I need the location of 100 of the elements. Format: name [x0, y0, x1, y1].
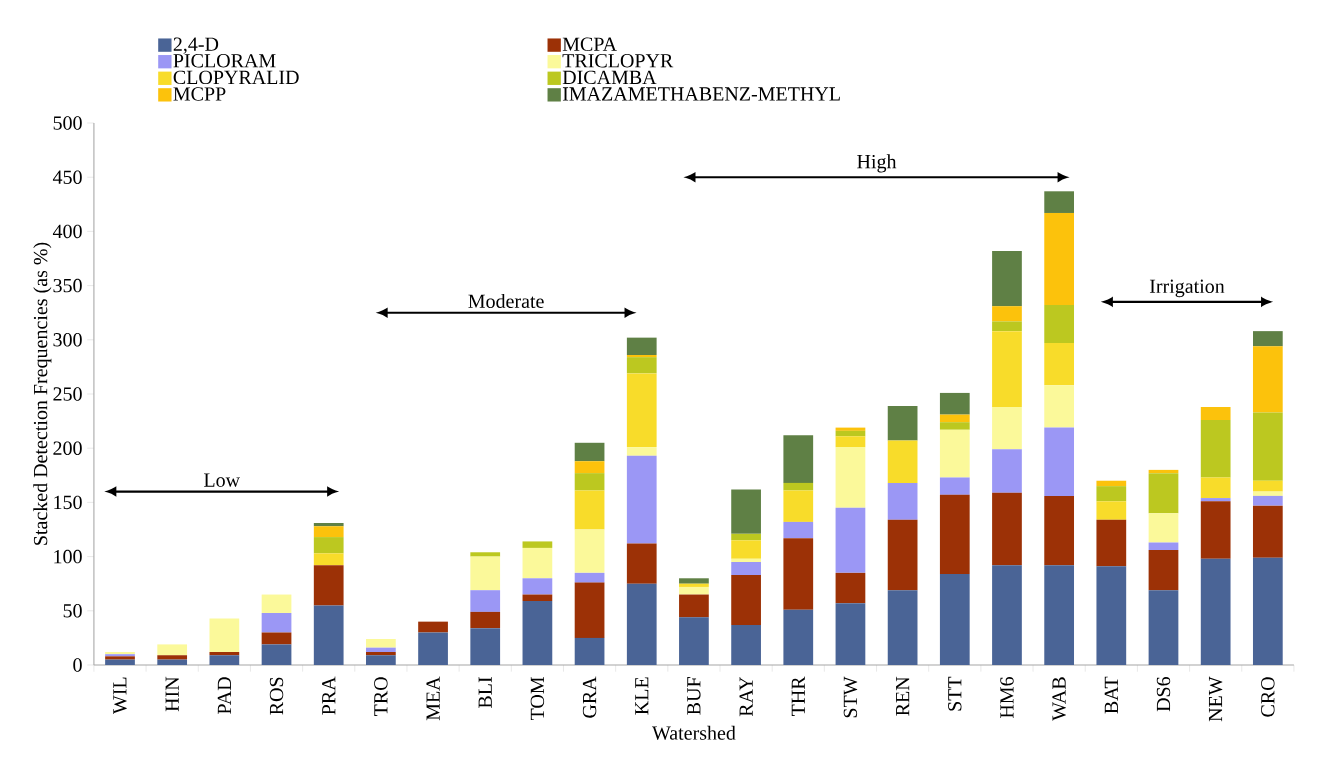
x-tick-label: BUF: [687, 677, 701, 715]
x-tick-label: RAY: [739, 676, 753, 717]
bar: [1252, 412, 1283, 481]
bar: [522, 594, 553, 602]
bar: [574, 490, 605, 530]
bar: [992, 331, 1022, 408]
bar: [313, 526, 344, 538]
legend-label: CLOPYRALID: [173, 70, 299, 85]
x-tick-label: PAD: [217, 677, 231, 714]
bar: [992, 407, 1022, 450]
bar: [626, 354, 657, 358]
bar: [261, 632, 292, 645]
bar: [105, 659, 135, 665]
legend-label: IMAZAMETHABENZ-METHYL: [562, 87, 840, 101]
bar: [1148, 590, 1179, 665]
bar: [366, 655, 396, 665]
bar: [783, 490, 814, 522]
bar: [1096, 480, 1127, 487]
y-axis-title: Stacked Detection Frequencies (as %): [33, 242, 52, 545]
bar: [1044, 212, 1075, 306]
x-tick-label: REN: [896, 676, 910, 716]
x-tick-label: THR: [791, 676, 805, 717]
x-tick-label: PRA: [322, 676, 336, 715]
bar: [887, 590, 918, 665]
legend-label: MCPP: [173, 87, 226, 101]
x-tick-label: BLI: [478, 677, 492, 709]
bar: [209, 655, 240, 665]
bar: [626, 337, 657, 355]
bar: [835, 436, 866, 448]
bar: [522, 541, 553, 548]
bar: [574, 442, 605, 462]
bar: [992, 449, 1022, 493]
bar: [835, 507, 866, 573]
bar: [1148, 542, 1179, 551]
bar: [313, 522, 344, 527]
bar: [261, 612, 292, 633]
annotation: High: [857, 154, 897, 173]
bar: [1252, 505, 1283, 558]
bar: [1252, 346, 1283, 413]
bar: [522, 547, 553, 579]
x-tick-label: GRA: [582, 676, 597, 718]
bar: [835, 447, 866, 508]
bar: [1200, 498, 1231, 502]
y-tick-label: 100: [54, 549, 82, 564]
bar: [679, 583, 709, 587]
bar: [626, 357, 657, 374]
bar: [209, 651, 240, 656]
bar: [1148, 473, 1179, 514]
bar: [939, 429, 970, 478]
x-tick-label: CRO: [1261, 677, 1275, 717]
bar: [1044, 305, 1075, 344]
bar: [835, 427, 866, 431]
y-tick-label: 150: [54, 495, 82, 510]
bar: [1044, 495, 1075, 566]
bar: [679, 594, 709, 618]
bar: [887, 519, 918, 591]
bar: [1148, 469, 1179, 474]
bar: [783, 609, 814, 665]
x-tick-label: ROS: [269, 677, 284, 715]
bar: [366, 638, 396, 648]
y-tick-label: 0: [73, 658, 82, 672]
bar: [887, 482, 918, 520]
bar: [1200, 477, 1231, 499]
bar: [1044, 427, 1075, 496]
y-tick-label: 200: [53, 441, 82, 455]
bar: [574, 582, 605, 638]
legend-label: TRICLOPYR: [562, 54, 674, 68]
bar: [1252, 480, 1283, 492]
bar: [992, 565, 1022, 665]
bar: [835, 430, 866, 437]
bar: [731, 533, 761, 541]
bar: [157, 655, 188, 660]
bar: [992, 492, 1022, 566]
x-tick-label: NEW: [1208, 676, 1223, 722]
bar: [1148, 513, 1179, 543]
bar: [574, 473, 605, 491]
bar: [418, 621, 448, 633]
bar: [835, 603, 866, 665]
bar: [1252, 331, 1283, 347]
bar: [1096, 486, 1127, 502]
bar: [1044, 565, 1075, 665]
bar: [470, 556, 501, 591]
x-tick-label: TRO: [374, 677, 388, 717]
bar: [731, 558, 761, 563]
x-tick-label: HM6: [1000, 676, 1014, 719]
x-tick-label: WAB: [1052, 677, 1066, 721]
bar: [1044, 343, 1075, 386]
bar: [157, 644, 188, 656]
x-tick-label: MEA: [426, 676, 440, 721]
bar: [522, 578, 553, 595]
x-tick-label: TOM: [530, 676, 545, 721]
annotation: Moderate: [468, 293, 544, 308]
bar: [731, 575, 761, 625]
y-tick-label: 500: [53, 116, 82, 130]
y-tick-label: 350: [53, 278, 82, 293]
bar: [1252, 491, 1283, 496]
bar: [470, 628, 501, 665]
bar: [1200, 501, 1231, 559]
x-tick-label: KLE: [635, 677, 649, 715]
y-tick-label: 400: [52, 224, 82, 239]
